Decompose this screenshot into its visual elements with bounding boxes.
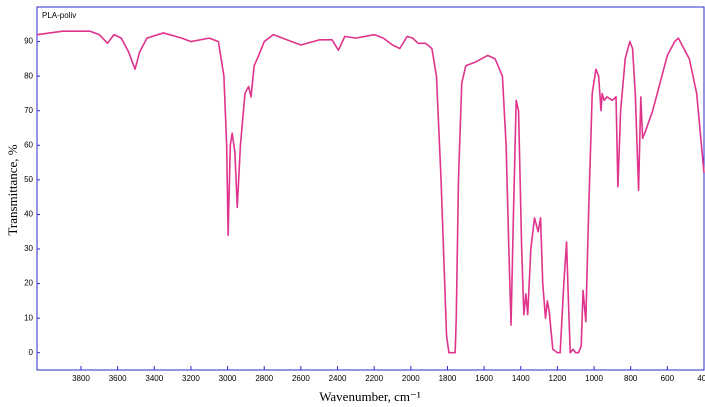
x-tick-label: 1000 <box>585 374 603 383</box>
x-tick-label: 3400 <box>145 374 163 383</box>
spectrum-line <box>36 30 705 354</box>
y-tick-label: 90 <box>24 37 33 46</box>
x-axis-title: Wavenumber, cm⁻¹ <box>319 389 421 404</box>
x-tick-label: 3600 <box>109 374 127 383</box>
x-tick-label: 1400 <box>512 374 530 383</box>
x-tick-label: 2600 <box>292 374 310 383</box>
x-tick-label: 1200 <box>549 374 567 383</box>
y-axis-title: Transmittance, % <box>5 144 20 235</box>
x-tick-label: 1800 <box>439 374 457 383</box>
y-tick-label: 70 <box>24 106 33 115</box>
x-tick-label: 2000 <box>402 374 420 383</box>
y-tick-label: 50 <box>24 175 33 184</box>
y-tick-label: 40 <box>24 210 33 219</box>
y-tick-label: 30 <box>24 244 33 253</box>
x-tick-label: 1600 <box>475 374 493 383</box>
y-tick-label: 20 <box>24 279 33 288</box>
y-tick-label: 60 <box>24 140 33 149</box>
y-tick-label: 10 <box>24 313 33 322</box>
x-tick-label: 3000 <box>219 374 237 383</box>
x-tick-label: 600 <box>661 374 675 383</box>
x-tick-label: 2200 <box>365 374 383 383</box>
x-tick-label: 3200 <box>182 374 200 383</box>
legend-label: PLA-poliv <box>42 11 76 20</box>
y-tick-label: 0 <box>29 348 34 357</box>
x-tick-label: 800 <box>624 374 638 383</box>
plot-frame <box>36 6 705 371</box>
y-tick-label: 80 <box>24 71 33 80</box>
x-tick-label: 2400 <box>329 374 347 383</box>
x-tick-label: 3800 <box>72 374 90 383</box>
x-tick-label: 400 <box>697 374 705 383</box>
x-tick-label: 2800 <box>255 374 273 383</box>
